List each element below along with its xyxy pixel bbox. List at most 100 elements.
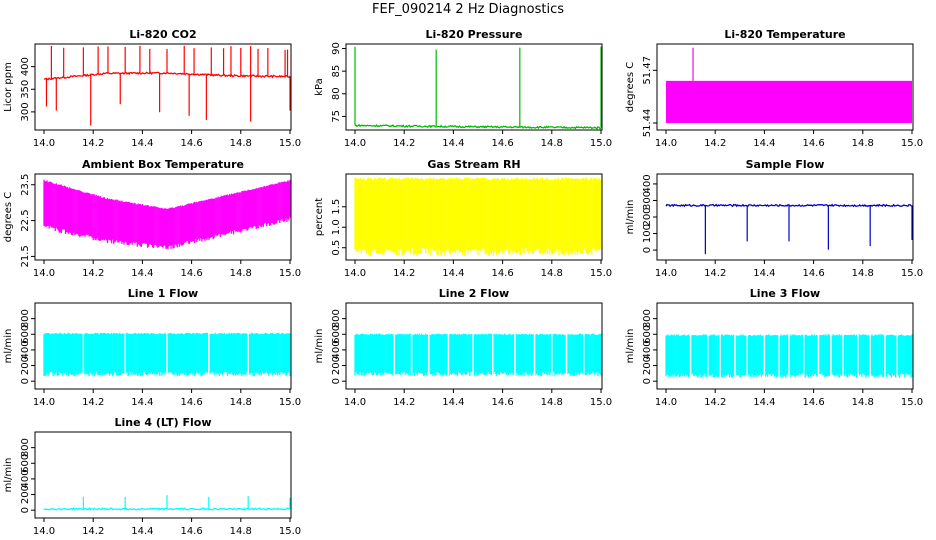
- x-tick-label: 14.4: [131, 138, 153, 149]
- chart-panel: Sample Flow ml/min 14.0 14.2 14.4 14.6 14.8 15.…: [625, 158, 923, 279]
- plot-frame: [656, 43, 914, 131]
- x-tick-label: 14.6: [491, 268, 513, 279]
- y-tick-label: 600: [331, 325, 342, 344]
- y-axis-label: percent: [314, 198, 325, 236]
- figure-title: FEF_090214 2 Hz Diagnostics: [372, 2, 564, 17]
- y-axis-label: ml/min: [625, 200, 636, 235]
- x-tick-label: 14.8: [230, 397, 252, 408]
- x-tick-label: 14.8: [852, 138, 874, 149]
- panel-title: Li-820 Pressure: [426, 28, 523, 41]
- y-tick-label: 0: [20, 378, 31, 384]
- x-tick-label: 14.4: [753, 268, 775, 279]
- x-tick-label: 14.6: [180, 397, 202, 408]
- y-tick-label: 1.0: [331, 219, 342, 235]
- x-tick-label: 14.2: [393, 138, 415, 149]
- y-tick-label: 400: [642, 174, 653, 193]
- x-tick-label: 14.0: [344, 268, 366, 279]
- chart-panel: Line 1 Flow ml/min 14.0 14.2 14.4 14.6 14.8 15.…: [3, 287, 301, 408]
- chart-panel: Li-820 CO2 Licor ppm 14.0 14.2 14.4 14.6 14.8 1…: [3, 28, 301, 149]
- x-tick-label: 14.2: [393, 397, 415, 408]
- y-tick-label: 200: [20, 356, 31, 375]
- x-tick-label: 14.2: [704, 268, 726, 279]
- x-tick-label: 14.8: [541, 138, 563, 149]
- y-tick-label: 85: [331, 65, 342, 78]
- y-tick-label: 350: [20, 80, 31, 99]
- y-tick-label: 400: [331, 340, 342, 359]
- y-tick-label: 51.44: [642, 109, 653, 138]
- series-marks: [43, 307, 291, 385]
- series-marks: [354, 177, 602, 256]
- x-tick-label: 14.6: [491, 397, 513, 408]
- x-tick-label: 15.0: [901, 138, 923, 149]
- x-tick-label: 14.4: [442, 268, 464, 279]
- plot-frame: [656, 302, 914, 390]
- y-tick-label: 800: [331, 309, 342, 328]
- x-tick-label: 15.0: [901, 397, 923, 408]
- x-tick-label: 14.0: [33, 138, 55, 149]
- x-tick-label: 14.8: [541, 397, 563, 408]
- y-tick-label: 21.5: [20, 245, 31, 267]
- x-tick-label: 14.4: [131, 526, 153, 537]
- y-tick-label: 0: [642, 378, 653, 384]
- chart-panel: Ambient Box Temperature degrees C 14.0 14.2…: [3, 158, 301, 279]
- panel-title: Line 3 Flow: [750, 287, 820, 300]
- x-tick-label: 14.2: [82, 138, 104, 149]
- plot-frame: [34, 302, 292, 390]
- data-line: [354, 123, 601, 130]
- y-tick-label: 0.5: [331, 240, 342, 256]
- y-tick-label: 600: [642, 325, 653, 344]
- series-marks: [354, 307, 602, 385]
- x-tick-label: 14.6: [802, 397, 824, 408]
- x-tick-label: 14.0: [344, 397, 366, 408]
- chart-panel: Line 4 (LT) Flow ml/min 14.0 14.2 14.4 14.6 14…: [3, 416, 301, 537]
- panel-title: Ambient Box Temperature: [82, 158, 244, 171]
- data-band: [666, 80, 912, 123]
- y-tick-label: 300: [642, 191, 653, 210]
- y-tick-label: 200: [642, 207, 653, 226]
- chart-panel: Line 2 Flow ml/min 14.0 14.2 14.4 14.6 14.8 15.…: [314, 287, 612, 408]
- plot-frame: [345, 173, 603, 261]
- x-tick-label: 14.2: [704, 397, 726, 408]
- chart-panel: Line 3 Flow ml/min 14.0 14.2 14.4 14.6 14.8 15.…: [625, 287, 923, 408]
- y-tick-label: 0: [20, 507, 31, 513]
- panel-title: Gas Stream RH: [427, 158, 520, 171]
- y-tick-label: 0: [642, 247, 653, 253]
- chart-panel: Li-820 Temperature degrees C 14.0 14.2 14.4 1…: [625, 28, 923, 149]
- y-axis-label: degrees C: [3, 192, 14, 242]
- x-tick-label: 14.8: [852, 397, 874, 408]
- data-line: [43, 71, 291, 81]
- x-tick-label: 14.6: [802, 138, 824, 149]
- x-tick-label: 15.0: [279, 138, 301, 149]
- x-tick-label: 15.0: [590, 397, 612, 408]
- y-tick-label: 23.5: [20, 174, 31, 196]
- x-tick-label: 15.0: [279, 526, 301, 537]
- x-tick-label: 14.4: [131, 268, 153, 279]
- plot-frame: [345, 43, 603, 131]
- x-tick-label: 14.0: [344, 138, 366, 149]
- x-tick-label: 14.8: [541, 268, 563, 279]
- x-tick-label: 14.0: [33, 526, 55, 537]
- x-tick-label: 15.0: [279, 268, 301, 279]
- x-tick-label: 14.8: [230, 138, 252, 149]
- series-marks: [43, 495, 291, 512]
- y-tick-label: 100: [642, 224, 653, 243]
- y-axis-label: degrees C: [625, 62, 636, 112]
- y-tick-label: 200: [642, 356, 653, 375]
- y-tick-label: 90: [331, 42, 342, 55]
- x-tick-label: 15.0: [901, 268, 923, 279]
- y-tick-label: 800: [20, 438, 31, 457]
- x-tick-label: 14.2: [82, 526, 104, 537]
- panel-title: Line 1 Flow: [128, 287, 198, 300]
- x-tick-label: 14.6: [180, 138, 202, 149]
- y-tick-label: 400: [20, 340, 31, 359]
- y-tick-label: 80: [331, 87, 342, 100]
- panel-title: Li-820 CO2: [129, 28, 196, 41]
- y-tick-label: 800: [642, 309, 653, 328]
- series-marks: [665, 203, 913, 255]
- plot-frame: [345, 302, 603, 390]
- x-tick-label: 14.2: [393, 268, 415, 279]
- x-tick-label: 14.0: [655, 397, 677, 408]
- y-tick-label: 300: [20, 102, 31, 121]
- x-tick-label: 14.2: [82, 268, 104, 279]
- y-axis-label: ml/min: [3, 458, 14, 493]
